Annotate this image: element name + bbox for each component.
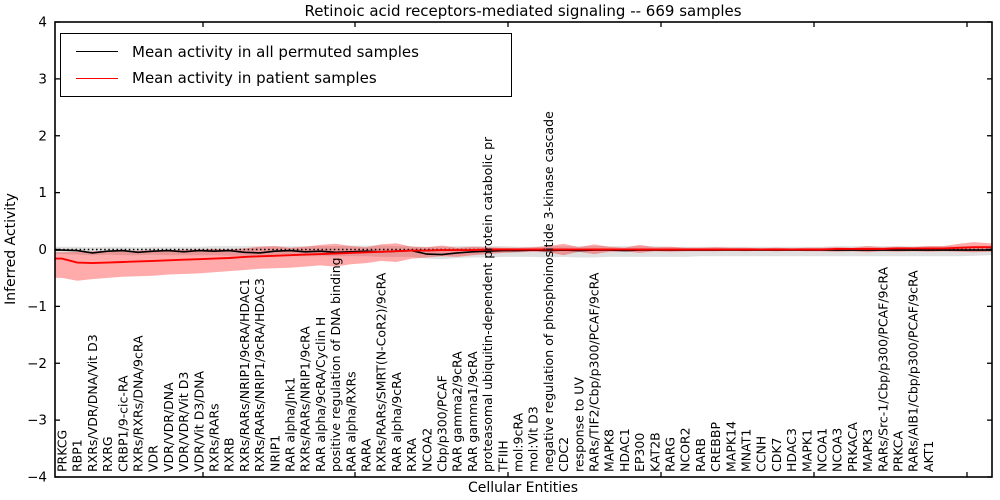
y-tick-label: 2: [38, 128, 47, 144]
x-tick-label: RARG: [663, 437, 678, 472]
x-tick-label: RARs/Src-1/Cbp/p300/PCAF/9cRA: [875, 266, 890, 472]
x-tick-label: AKT1: [921, 441, 936, 472]
x-tick-label: response to UV: [571, 377, 586, 472]
y-tick-label: 3: [38, 71, 47, 87]
x-tick-label: RAR gamma1/9cRA: [465, 351, 480, 472]
x-tick-label: RARs/TIF2/Cbp/p300/PCAF/9cRA: [587, 272, 602, 472]
x-tick-label: CDC2: [556, 437, 571, 472]
y-tick-label: 0: [38, 242, 47, 258]
x-tick-label: VDR: [146, 445, 161, 472]
x-tick-label: mol:9cRA: [511, 412, 526, 472]
x-tick-label: RXRs/RARs/SMRT(N-CoR2)/9cRA: [374, 272, 389, 472]
x-tick-label: RARs/AIB1/Cbp/p300/PCAF/9cRA: [906, 270, 921, 472]
x-tick-label: RBP1: [70, 439, 85, 472]
x-tick-label: positive regulation of DNA binding: [328, 257, 343, 472]
x-tick-label: RAR alpha/9cRA/Cyclin H: [313, 317, 328, 472]
permuted-line-swatch: [76, 51, 118, 53]
x-tick-label: VDR/Vit D3/DNA: [191, 371, 206, 472]
x-tick-label: RXRs/RARs: [207, 403, 222, 472]
x-tick-label: proteasomal ubiquitin-dependent protein …: [480, 136, 495, 472]
x-tick-label: EP300: [632, 433, 647, 472]
patient-band: [55, 242, 992, 281]
patient-mean-line: [55, 246, 992, 265]
x-tick-label: CREBBP: [708, 422, 723, 472]
x-tick-label: RARB: [693, 438, 708, 472]
x-tick-label: HDAC3: [784, 428, 799, 472]
x-tick-label: CRBP1/9-cic-RA: [115, 375, 130, 472]
x-tick-label: PRKCG: [55, 430, 70, 472]
x-tick-label: RXRs/RARs/NRIP1/9cRA: [298, 326, 313, 472]
x-tick-label: PRKCA: [891, 431, 906, 472]
legend-label-patient: Mean activity in patient samples: [132, 69, 377, 88]
legend-item-patient: Mean activity in patient samples: [61, 69, 511, 87]
x-tick-label: RAR alpha/Jnk1: [283, 377, 298, 472]
x-tick-label: KAT2B: [647, 432, 662, 472]
x-tick-label: RXRB: [222, 437, 237, 472]
y-tick-label: −4: [27, 470, 47, 486]
x-tick-label: MNAT1: [739, 429, 754, 472]
x-tick-label: PRKACA: [845, 422, 860, 472]
x-tick-label: MAPK8: [602, 429, 617, 472]
y-tick-label: −1: [27, 299, 47, 315]
x-axis-label: Cellular Entities: [467, 480, 579, 496]
x-tick-label: NRIP1: [267, 435, 282, 472]
x-tick-label: RAR alpha/9cRA: [389, 372, 404, 472]
x-tick-label: MAPK1: [799, 429, 814, 472]
x-tick-label: NCOR2: [678, 427, 693, 472]
x-tick-label: RXRs/RARs/NRIP1/9cRA/HDAC3: [252, 278, 267, 472]
patient-line-swatch: [76, 77, 118, 79]
x-tick-label: RAR gamma2/9cRA: [450, 351, 465, 472]
x-tick-label: RXRA: [404, 438, 419, 472]
chart-title: Retinoic acid receptors-mediated signali…: [304, 2, 742, 20]
x-tick-label: Cbp/p300/PCAF: [435, 375, 450, 472]
x-tick-label: MAPK3: [860, 429, 875, 472]
x-tick-label: VDR/VDR/Vit D3: [176, 372, 191, 472]
x-tick-label: NCOA1: [815, 428, 830, 472]
x-tick-label: RXRs/RXRs/DNA/9cRA: [131, 335, 146, 472]
x-tick-label: NCOA3: [830, 428, 845, 472]
x-tick-label: CDK7: [769, 437, 784, 472]
x-tick-label: HDAC1: [617, 428, 632, 472]
x-tick-label: RAR alpha/RXRs: [343, 371, 358, 472]
x-tick-label: TFIIH: [495, 440, 510, 473]
y-tick-label: 1: [38, 185, 47, 201]
x-tick-label: CCNH: [754, 436, 769, 472]
y-tick-label: 4: [38, 15, 47, 31]
x-tick-label: RARA: [359, 438, 374, 472]
x-tick-label: mol:Vit D3: [526, 406, 541, 472]
x-tick-label: RXRs/RARs/NRIP1/9cRA/HDAC1: [237, 278, 252, 472]
y-tick-label: −2: [27, 356, 47, 372]
x-tick-label: RXRs/VDR/DNA/Vit D3: [85, 334, 100, 472]
x-tick-label: RXRG: [100, 436, 115, 472]
x-tick-label: NCOA2: [419, 428, 434, 472]
x-tick-label: MAPK14: [723, 421, 738, 472]
legend-item-permuted: Mean activity in all permuted samples: [61, 43, 511, 61]
x-tick-label: VDR/VDR/DNA: [161, 382, 176, 472]
x-tick-label: negative regulation of phosphoinositide …: [541, 111, 556, 472]
legend: Mean activity in all permuted samples Me…: [60, 33, 512, 97]
y-tick-label: −3: [27, 413, 47, 429]
legend-label-permuted: Mean activity in all permuted samples: [132, 42, 419, 61]
